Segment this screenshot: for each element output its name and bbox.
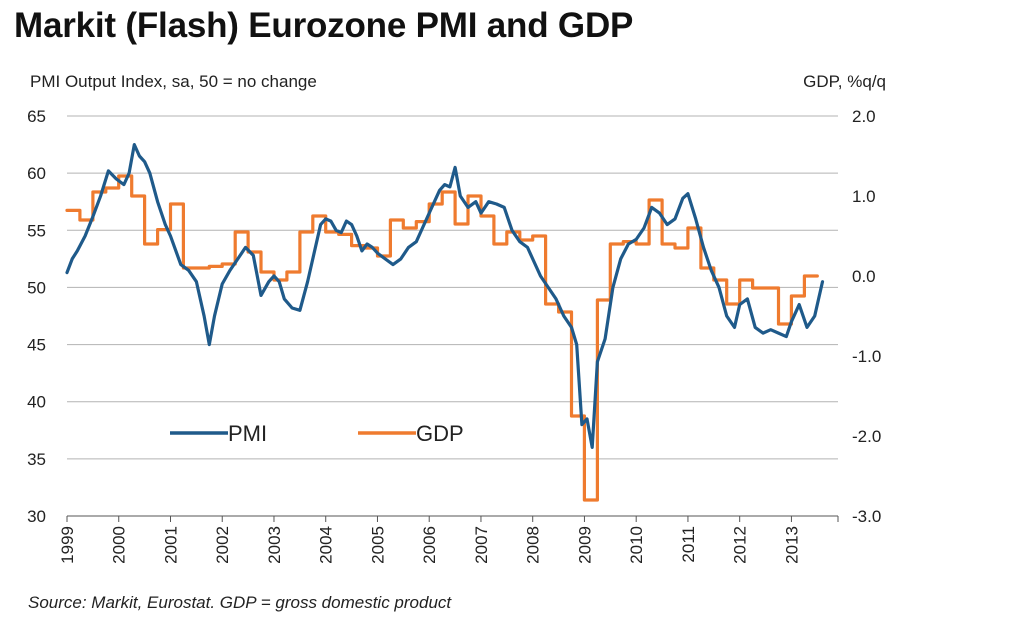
- series-line-gdp: [65, 174, 819, 502]
- x-tick-label: 2001: [161, 526, 180, 564]
- left-tick-label: 60: [27, 164, 46, 183]
- x-tick-label: 2006: [420, 526, 439, 564]
- right-tick-label: -1.0: [852, 347, 881, 366]
- legend-label-gdp: GDP: [416, 421, 464, 446]
- x-tick-label: 2009: [575, 526, 594, 564]
- left-tick-label: 65: [27, 107, 46, 126]
- legend-label-pmi: PMI: [228, 421, 267, 446]
- right-axis-label: GDP, %q/q: [803, 72, 886, 91]
- chart-title: Markit (Flash) Eurozone PMI and GDP: [14, 6, 634, 45]
- left-tick-label: 30: [27, 507, 46, 526]
- left-axis-label: PMI Output Index, sa, 50 = no change: [30, 72, 317, 91]
- chart-source-note: Source: Markit, Eurostat. GDP = gross do…: [28, 593, 452, 612]
- left-tick-label: 55: [27, 221, 46, 240]
- x-tick-label: 2010: [627, 526, 646, 564]
- series-line-pmi: [65, 143, 825, 449]
- x-tick-label: 2003: [265, 526, 284, 564]
- x-tick-label: 2002: [213, 526, 232, 564]
- x-tick-label: 2005: [368, 526, 387, 564]
- right-tick-label: -2.0: [852, 427, 881, 446]
- legend: PMI GDP: [170, 421, 464, 446]
- x-tick-label: 2013: [782, 526, 801, 564]
- right-tick-label: -3.0: [852, 507, 881, 526]
- series-lines: [65, 143, 825, 502]
- right-tick-label: 2.0: [852, 107, 876, 126]
- x-tick-label: 1999: [58, 526, 77, 564]
- x-tick-label: 2008: [524, 526, 543, 564]
- left-tick-label: 35: [27, 450, 46, 469]
- left-tick-label: 45: [27, 336, 46, 355]
- left-tick-label: 50: [27, 278, 46, 297]
- gridlines: [67, 115, 838, 460]
- x-tick-label: 2011: [679, 526, 698, 563]
- x-tick-label: 2012: [731, 526, 750, 564]
- left-tick-label: 40: [27, 393, 46, 412]
- x-tick-label: 2000: [110, 526, 129, 564]
- right-tick-label: 0.0: [852, 267, 876, 286]
- right-tick-label: 1.0: [852, 187, 876, 206]
- x-tick-label: 2004: [317, 526, 336, 564]
- x-tick-label: 2007: [472, 526, 491, 564]
- axes: 30 35 40 45 50 55 60 65 -3.0 -2.0 -1.0 0.0 1.0 2.0 199…: [27, 107, 881, 564]
